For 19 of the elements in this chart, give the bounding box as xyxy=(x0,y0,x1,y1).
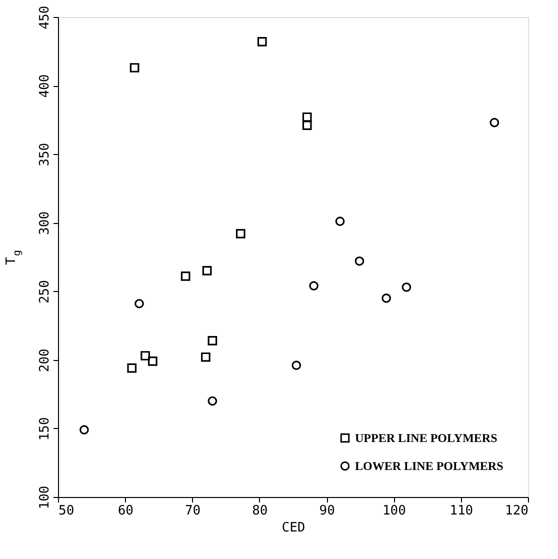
x-tick-label: 80 xyxy=(252,504,268,518)
legend-label: UPPER LINE POLYMERS xyxy=(355,431,498,445)
y-tick-label: 150 xyxy=(38,417,52,441)
y-tick-label: 200 xyxy=(38,348,52,372)
x-axis-title: CED xyxy=(282,520,306,536)
x-tick-label: 50 xyxy=(58,504,74,518)
x-tick-label: 100 xyxy=(382,504,406,518)
legend-label: LOWER LINE POLYMERS xyxy=(355,459,504,473)
y-tick-label: 350 xyxy=(38,142,52,166)
x-tick-label: 110 xyxy=(450,504,474,518)
x-tick-label: 120 xyxy=(505,504,528,518)
x-tick-label: 70 xyxy=(184,504,201,518)
x-tick-label: 60 xyxy=(118,504,134,518)
y-tick-label: 400 xyxy=(38,74,52,98)
y-tick-label: 250 xyxy=(38,280,52,304)
x-tick-label: 90 xyxy=(319,504,335,518)
y-tick-label: 450 xyxy=(38,6,52,30)
y-tick-label: 300 xyxy=(38,211,52,235)
y-axis-title: Tg xyxy=(4,250,23,265)
